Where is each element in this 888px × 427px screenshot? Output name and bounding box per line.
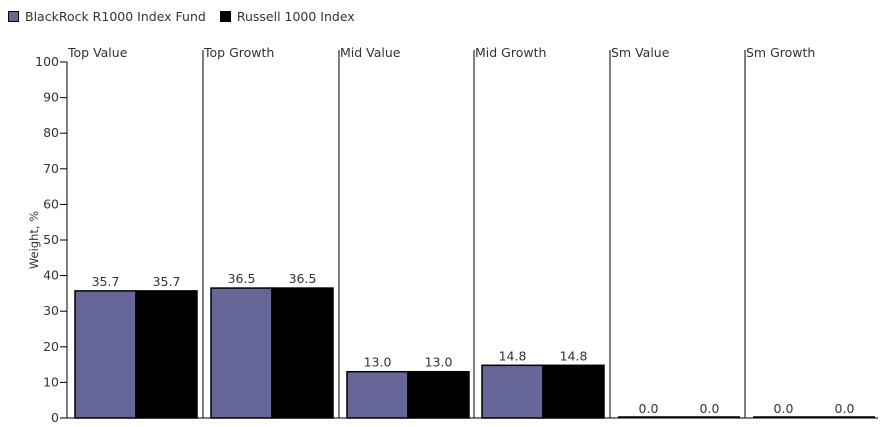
bar	[271, 287, 334, 419]
y-tick-label: 40	[43, 268, 59, 283]
y-tick-label: 90	[43, 90, 59, 105]
legend-item-blackrock: BlackRock R1000 Index Fund	[8, 9, 206, 24]
bar	[135, 290, 198, 419]
category-label: Top Growth	[203, 45, 274, 60]
y-tick-label: 50	[43, 232, 59, 247]
y-tick-label: 0	[51, 410, 59, 425]
legend-swatch-blackrock	[8, 10, 19, 22]
bar	[542, 364, 605, 419]
y-tick-label: 60	[43, 196, 59, 211]
bar	[210, 287, 273, 419]
data-label: 35.7	[92, 274, 120, 289]
y-tick-label: 80	[43, 125, 59, 140]
y-tick-label: 100	[35, 54, 59, 69]
legend: BlackRock R1000 Index Fund Russell 1000 …	[8, 7, 369, 25]
y-tick-label: 70	[43, 161, 59, 176]
category-label: Sm Growth	[746, 45, 815, 60]
bar	[481, 364, 544, 419]
category-label: Mid Value	[340, 45, 401, 60]
data-label: 14.8	[499, 348, 527, 363]
y-tick-label: 10	[43, 374, 59, 389]
bar	[346, 370, 409, 419]
legend-label-blackrock: BlackRock R1000 Index Fund	[25, 8, 206, 24]
data-label: 0.0	[774, 401, 794, 416]
data-label: 14.8	[560, 348, 588, 363]
data-label: 35.7	[153, 274, 181, 289]
legend-label-russell: Russell 1000 Index	[236, 8, 355, 24]
data-label: 13.0	[425, 355, 453, 370]
data-label: 0.0	[639, 401, 659, 416]
category-label: Mid Growth	[475, 45, 546, 60]
y-tick-label: 30	[43, 303, 59, 318]
y-axis-title: Weight, %	[27, 211, 41, 269]
bar	[407, 370, 470, 419]
category-label: Sm Value	[611, 45, 670, 60]
data-label: 36.5	[289, 271, 317, 286]
data-label: 13.0	[364, 355, 392, 370]
category-label: Top Value	[67, 45, 128, 60]
y-tick-label: 20	[43, 339, 59, 354]
data-label: 0.0	[700, 401, 720, 416]
data-label: 0.0	[835, 401, 855, 416]
legend-swatch-russell	[219, 10, 231, 22]
legend-item-russell: Russell 1000 Index	[219, 8, 355, 24]
data-label: 36.5	[228, 271, 256, 286]
bar	[74, 290, 137, 419]
